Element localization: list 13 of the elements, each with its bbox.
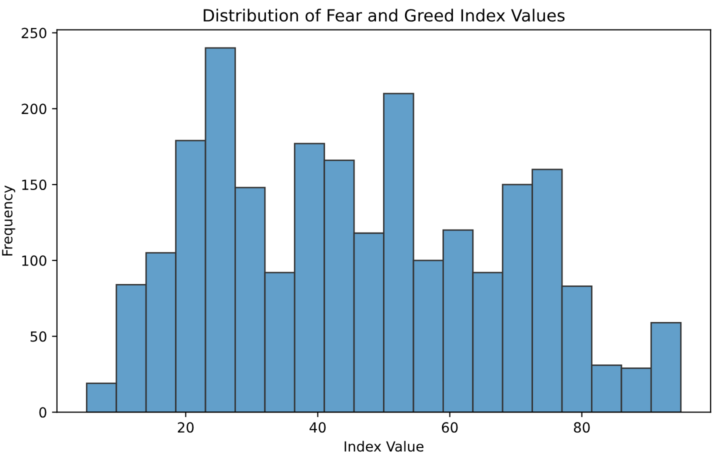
x-tick-label: 60 [442, 422, 458, 433]
y-tick-label: 200 [22, 104, 46, 114]
x-tick-label: 40 [310, 422, 326, 433]
y-axis-title: Frequency [2, 186, 16, 256]
y-tick-label: 0 [39, 407, 46, 418]
x-tick-label: 80 [574, 422, 590, 433]
x-axis-title: Index Value [344, 440, 424, 452]
y-tick-label: 250 [22, 28, 46, 38]
chart-title: Distribution of Fear and Greed Index Values [204, 8, 565, 22]
y-tick-label: 50 [30, 331, 46, 342]
y-tick-label: 150 [22, 180, 46, 190]
x-tick-label: 20 [178, 422, 194, 433]
y-tick-label: 100 [22, 255, 46, 266]
